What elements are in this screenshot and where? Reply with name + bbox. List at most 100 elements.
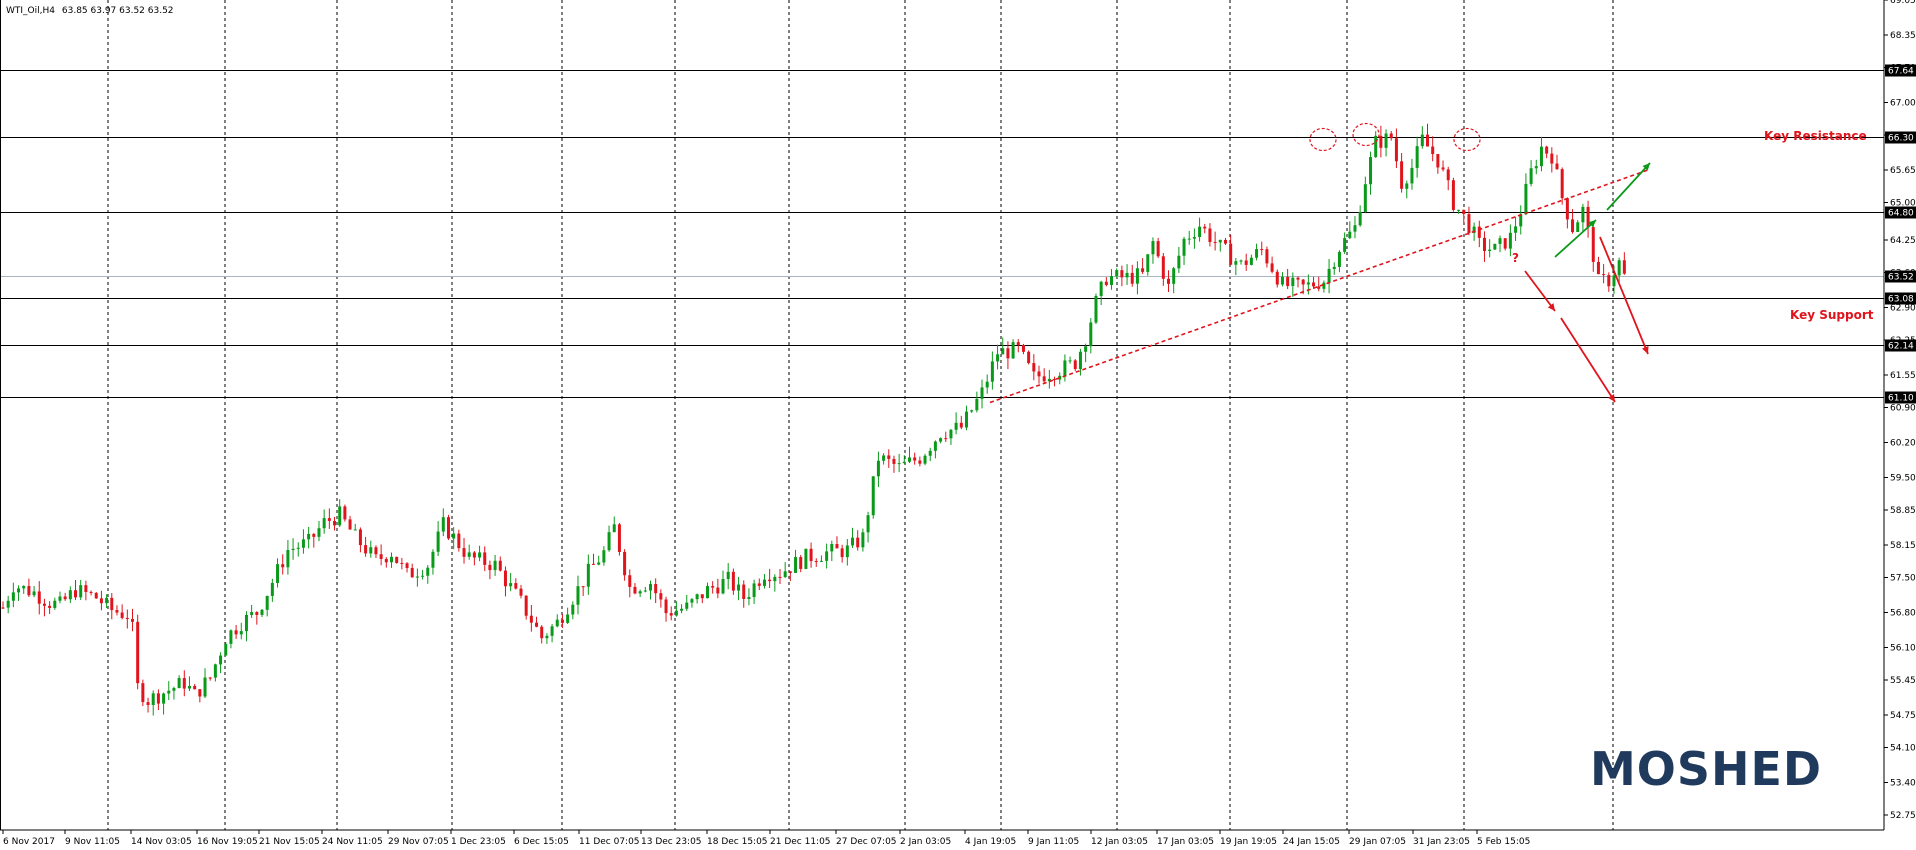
candle-body — [265, 595, 269, 610]
candle-body — [390, 556, 393, 563]
candle-body — [136, 621, 140, 684]
candle-body — [229, 630, 233, 644]
candle-body — [649, 584, 652, 591]
candle-body — [731, 571, 735, 591]
candle-body — [939, 438, 943, 442]
candle-body — [623, 551, 627, 576]
candle-body — [902, 461, 906, 464]
x-tick-label: 27 Dec 07:05 — [836, 837, 897, 847]
candle-body — [918, 460, 922, 464]
candle-body — [1011, 342, 1015, 359]
candle-body — [120, 612, 124, 618]
candle-body — [892, 458, 896, 464]
candle-body — [379, 554, 383, 559]
candle-body — [944, 438, 948, 440]
candle-body — [1358, 212, 1362, 226]
candle-body — [509, 583, 513, 587]
y-tick-label: 52.75 — [1890, 811, 1916, 821]
candle-body — [1607, 275, 1611, 287]
candle-body — [1244, 260, 1248, 265]
bullish-arrow-2-head — [1642, 163, 1650, 171]
symbol-label: WTI_Oil,H4 — [6, 6, 55, 16]
candle-body — [882, 455, 886, 461]
bullish-arrow-1-head — [1588, 220, 1596, 228]
y-tick-label: 54.10 — [1890, 744, 1916, 754]
candle-body — [1172, 268, 1176, 284]
y-tick-label: 65.00 — [1890, 199, 1916, 209]
candle-body — [1503, 238, 1507, 249]
candle-body — [1596, 261, 1600, 275]
candle-body — [1524, 183, 1528, 215]
x-tick-label: 11 Dec 07:05 — [579, 837, 640, 847]
candle-body — [674, 610, 678, 616]
candle-body — [125, 617, 129, 620]
y-tick-label: 64.25 — [1890, 236, 1916, 246]
candle-body — [110, 597, 114, 611]
candle-body — [187, 685, 191, 689]
candle-body — [550, 626, 554, 636]
candle-body — [343, 506, 347, 520]
x-tick-label: 24 Jan 15:05 — [1283, 837, 1340, 847]
level-tag-label: 67.64 — [1888, 67, 1914, 77]
candle-body — [48, 605, 52, 608]
candle-body — [1187, 238, 1191, 240]
candle-body — [452, 533, 456, 539]
candle-body — [213, 664, 217, 678]
candle-body — [1488, 249, 1492, 252]
candle-body — [1208, 228, 1212, 242]
candle-body — [783, 571, 787, 578]
candle-body — [457, 533, 461, 549]
candle-body — [514, 583, 518, 589]
candle-body — [721, 578, 725, 594]
candle-body — [1602, 274, 1606, 276]
candle-body — [322, 518, 326, 529]
candle-body — [747, 597, 751, 600]
candle-body — [1291, 277, 1295, 287]
candle-body — [1260, 249, 1264, 251]
candle-body — [17, 588, 21, 593]
y-tick-label: 59.50 — [1890, 474, 1916, 484]
candle-body — [358, 529, 362, 546]
candle-body — [6, 600, 10, 608]
candle-body — [1612, 275, 1616, 287]
candle-body — [1617, 260, 1621, 276]
candle-body — [861, 532, 865, 548]
x-tick-label: 1 Dec 23:05 — [451, 837, 506, 847]
candle-body — [830, 544, 834, 552]
candle-body — [980, 387, 984, 399]
candle-body — [1508, 232, 1512, 249]
candle-body — [643, 590, 647, 592]
candle-body — [1306, 282, 1310, 285]
candle-body — [203, 677, 207, 697]
candle-body — [964, 411, 968, 428]
key-support-label: Key Support — [1790, 308, 1874, 322]
candle-body — [1130, 272, 1134, 284]
y-tick-label: 57.50 — [1890, 574, 1916, 584]
candle-body — [11, 592, 15, 601]
candle-body — [384, 558, 388, 563]
y-tick-label: 58.85 — [1890, 506, 1916, 516]
candle-body — [1482, 237, 1486, 252]
candle-body — [415, 576, 419, 578]
candle-body — [146, 702, 150, 705]
current-price-label: 63.52 — [1888, 273, 1914, 283]
candle-body — [851, 537, 855, 546]
candle-body — [959, 422, 963, 428]
candle-body — [612, 524, 616, 533]
candle-body — [809, 548, 813, 562]
candle-body — [1, 607, 5, 609]
current-price-tag — [1885, 270, 1916, 283]
candle-body — [1156, 241, 1160, 257]
candle-body — [954, 422, 958, 430]
candle-body — [990, 361, 994, 382]
candle-body — [1431, 146, 1435, 155]
x-tick-label: 4 Jan 19:05 — [965, 837, 1016, 847]
candle-body — [716, 587, 720, 594]
level-tag — [1885, 339, 1916, 352]
candle-body — [291, 548, 295, 551]
y-tick-label: 56.80 — [1890, 609, 1916, 619]
bearish-arrow-2-head — [1608, 394, 1615, 402]
candle-body — [680, 608, 684, 611]
candle-body — [1006, 348, 1010, 359]
candle-body — [1182, 238, 1186, 256]
